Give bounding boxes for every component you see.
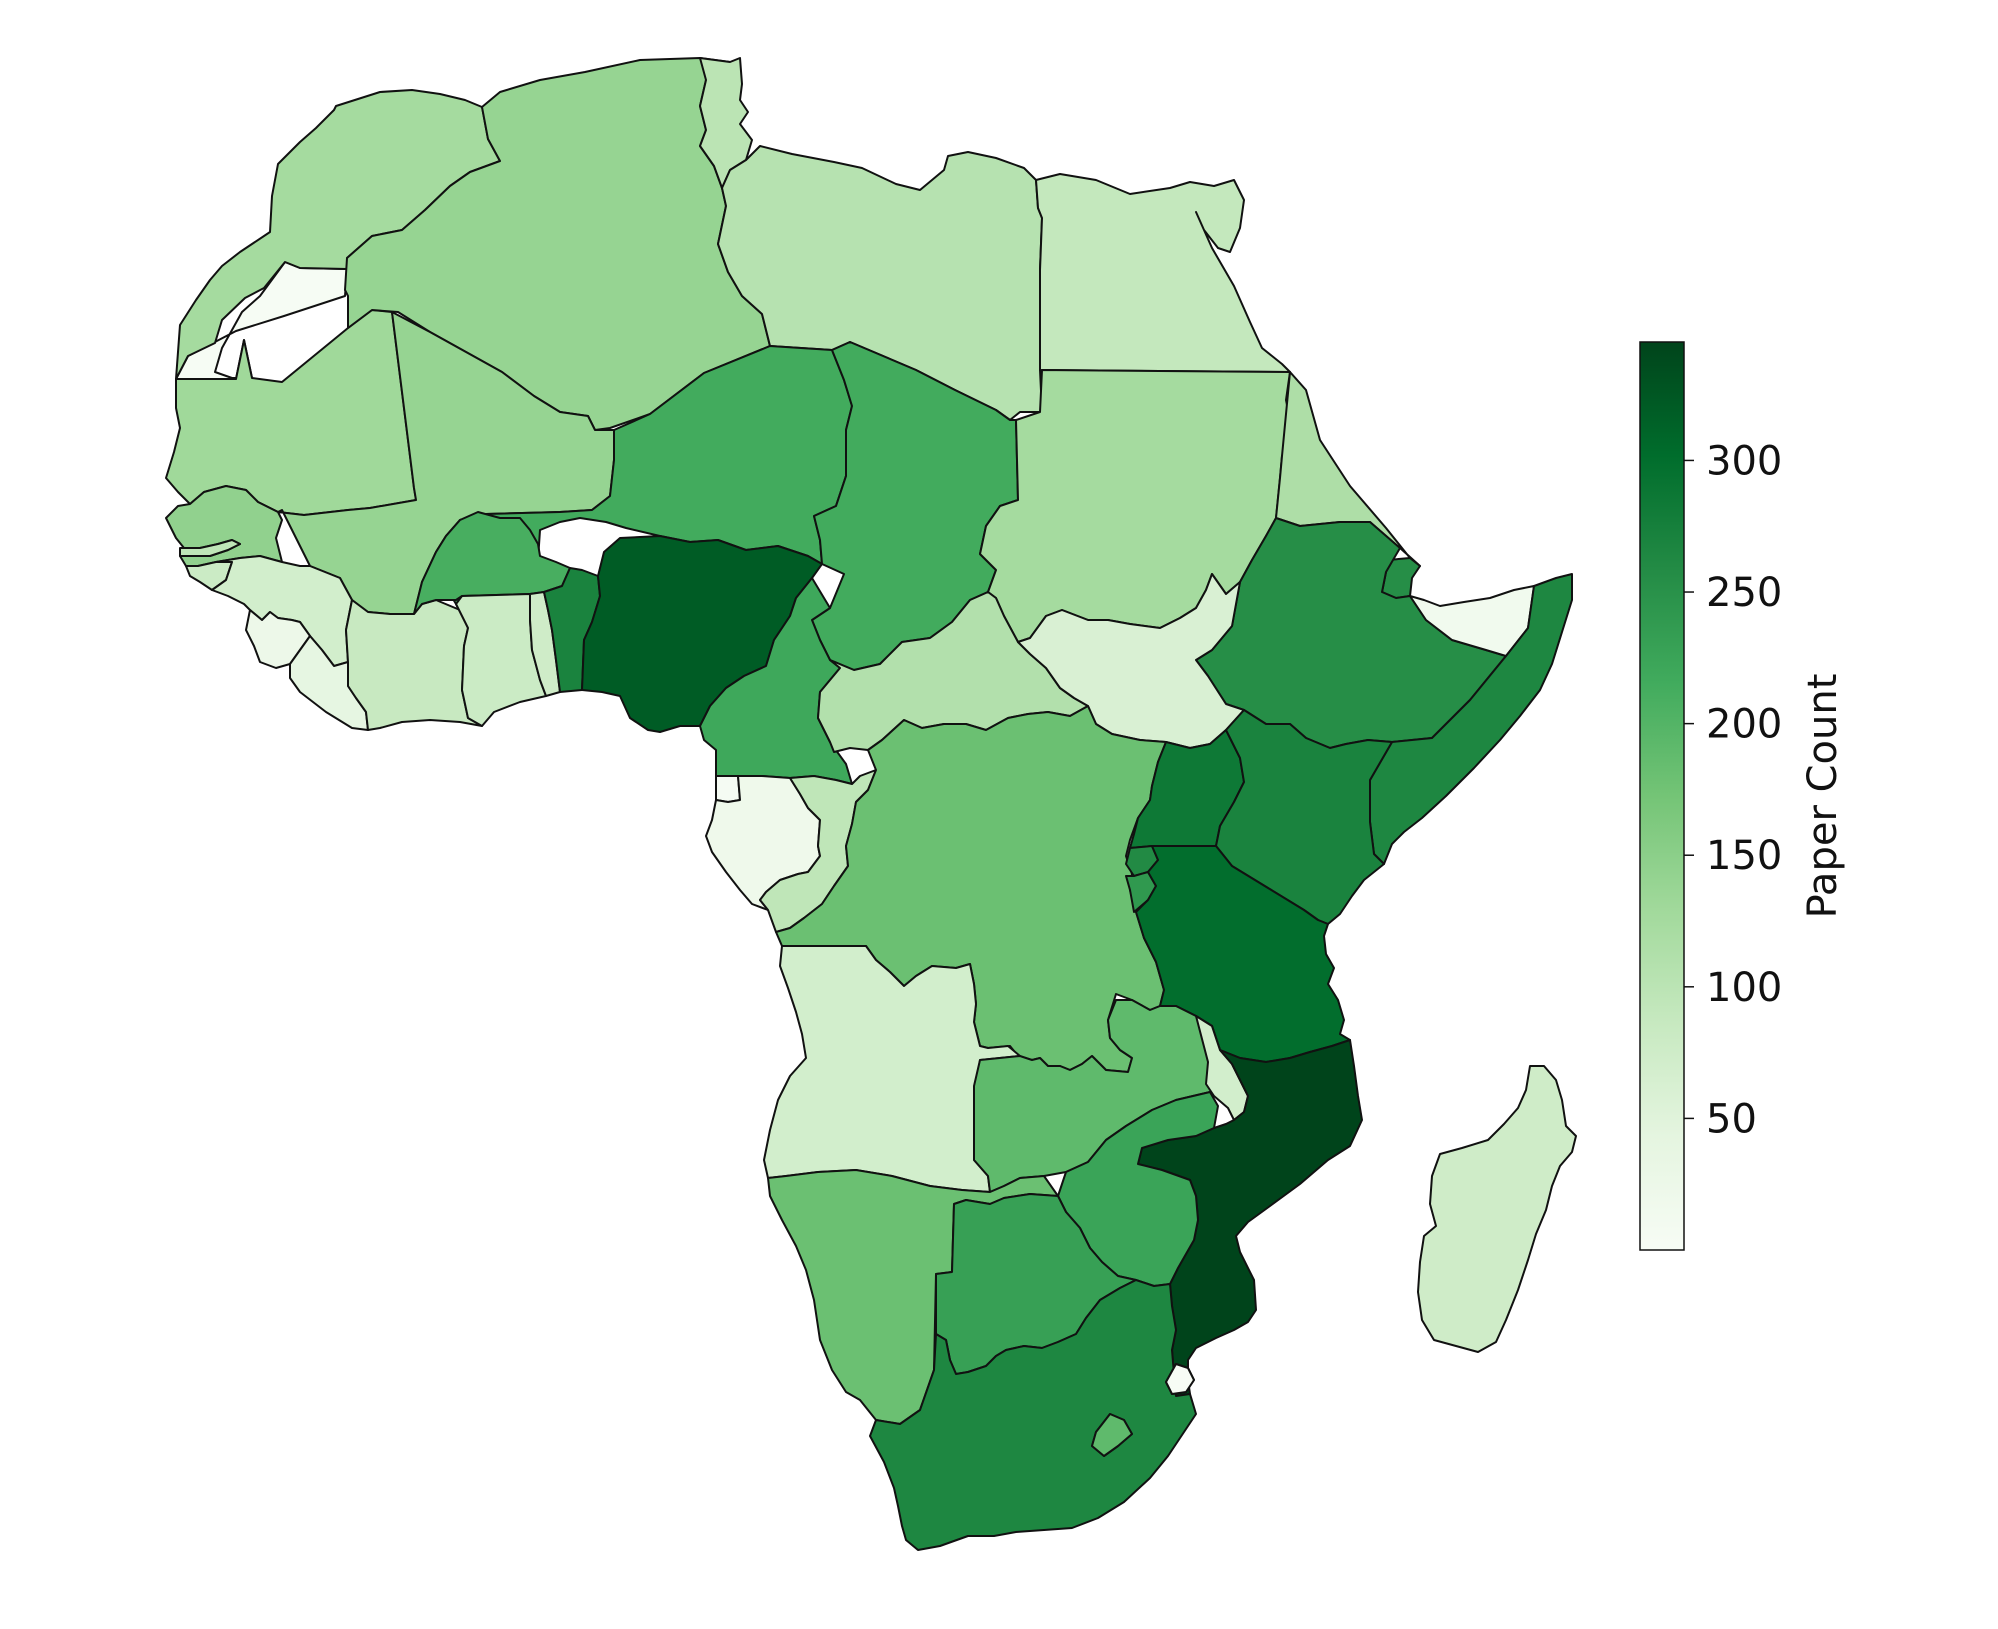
colorbar-tick-label: 300 bbox=[1706, 438, 1782, 484]
country-burkina-faso bbox=[413, 511, 571, 615]
country-lesotho bbox=[1091, 1413, 1133, 1457]
country-egypt bbox=[1035, 173, 1291, 373]
country-eswatini bbox=[1165, 1363, 1195, 1395]
colorbar-title: Paper Count bbox=[1800, 674, 1846, 919]
colorbar-tick-label: 50 bbox=[1706, 1096, 1757, 1142]
colorbar-ticks: 50 100 150 200 250 300 bbox=[1684, 438, 1782, 1142]
country-zambia bbox=[973, 999, 1219, 1193]
colorbar-tick-label: 150 bbox=[1706, 833, 1782, 879]
colorbar-tick-label: 100 bbox=[1706, 965, 1782, 1011]
colorbar: 50 100 150 200 250 300 Paper Count bbox=[1639, 341, 1846, 1251]
country-kenya bbox=[1215, 709, 1393, 925]
country-layer bbox=[165, 57, 1577, 1551]
country-cote-divoire bbox=[345, 599, 483, 731]
colorbar-gradient bbox=[1639, 341, 1685, 1251]
country-gambia bbox=[179, 539, 241, 557]
colorbar-tick-label: 200 bbox=[1706, 702, 1782, 748]
country-equatorial-guinea bbox=[715, 775, 741, 803]
country-madagascar bbox=[1417, 1065, 1577, 1353]
colorbar-tick-label: 250 bbox=[1706, 570, 1782, 616]
